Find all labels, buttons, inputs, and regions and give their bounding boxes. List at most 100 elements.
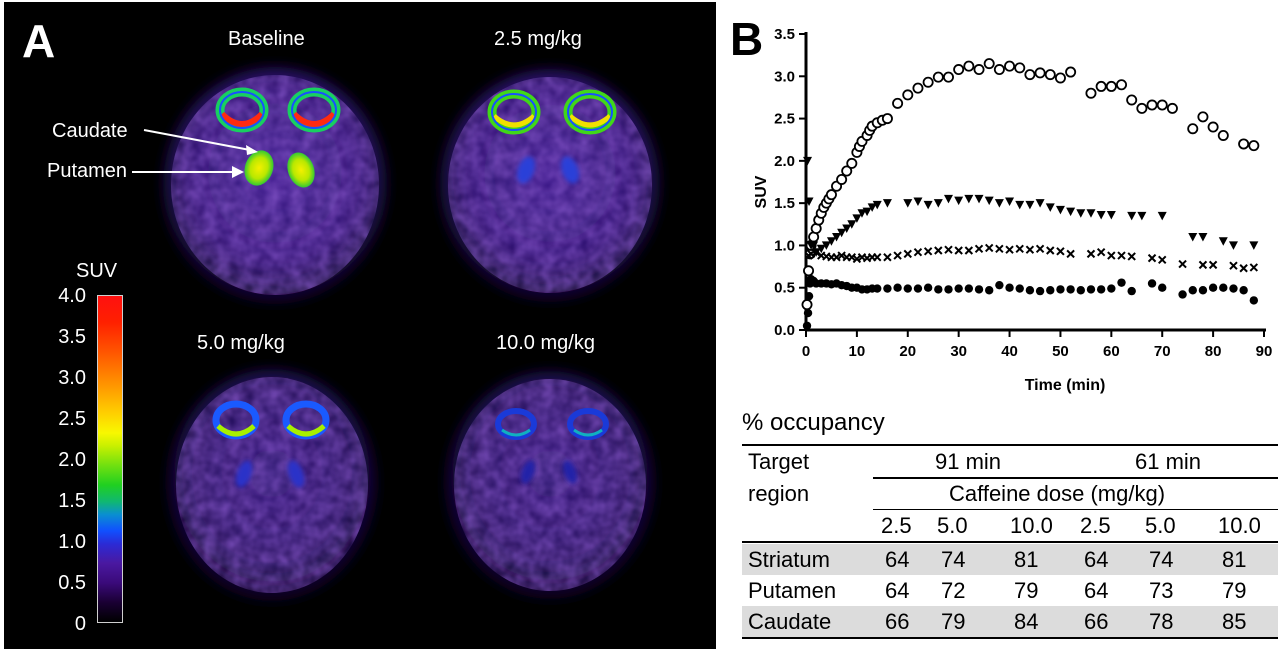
- data-point-triangle: [842, 224, 852, 234]
- dose-value-cell: 2.5: [881, 513, 912, 538]
- data-point-open-circle: [1207, 121, 1219, 133]
- x-tick-label: 70: [1154, 343, 1171, 360]
- table-value-cell: 81: [1222, 547, 1247, 572]
- table-value-cell: 64: [885, 578, 910, 603]
- data-point-cross: [883, 253, 892, 262]
- data-point-filled-circle: [1188, 286, 1197, 295]
- data-point-open-circle: [801, 299, 813, 311]
- y-tick-label: 0.5: [774, 280, 795, 297]
- data-point-cross: [1249, 263, 1259, 272]
- dose-value-cell: 5.0: [937, 513, 968, 538]
- data-point-open-circle: [841, 165, 853, 177]
- data-point-cross: [923, 247, 933, 256]
- dose-value-cell: 5.0: [1145, 513, 1176, 538]
- data-point-triangle: [847, 220, 857, 229]
- colorbar-tick: 1.5: [58, 490, 86, 512]
- data-point-open-circle: [1095, 80, 1107, 92]
- x-tick-label: 30: [950, 343, 967, 360]
- data-point-filled-circle: [1219, 283, 1228, 292]
- table-row-region: Caudate: [748, 609, 832, 634]
- data-point-triangle: [816, 244, 826, 254]
- data-point-filled-circle: [1066, 285, 1075, 294]
- data-point-open-circle: [1146, 99, 1158, 111]
- data-point-triangle: [837, 228, 847, 238]
- y-tick-label: 1.0: [774, 237, 795, 254]
- data-point-open-circle: [892, 97, 904, 109]
- data-point-filled-circle: [1035, 286, 1045, 296]
- data-point-filled-circle: [964, 284, 974, 293]
- data-point-filled-circle: [1208, 283, 1218, 292]
- table-row-region: Striatum: [748, 547, 830, 572]
- dose-value-cell: 2.5: [1080, 513, 1111, 538]
- data-point-triangle: [994, 199, 1004, 208]
- data-point-triangle: [1228, 241, 1238, 250]
- data-point-filled-circle: [1025, 286, 1035, 295]
- data-point-triangle: [1096, 210, 1106, 220]
- data-point-filled-circle: [1127, 286, 1136, 296]
- data-point-triangle: [1015, 200, 1025, 210]
- panel-letter-b: B: [730, 13, 764, 65]
- data-point-triangle: [1066, 207, 1076, 217]
- data-point-open-circle: [836, 173, 848, 185]
- data-point-triangle: [857, 209, 867, 218]
- y-tick-label: 0.0: [774, 322, 795, 339]
- data-point-triangle: [852, 214, 862, 223]
- data-point-open-circle: [1187, 123, 1199, 135]
- table-value-cell: 66: [885, 609, 910, 634]
- data-point-open-circle: [1166, 102, 1178, 114]
- data-point-open-circle: [1126, 94, 1138, 106]
- data-point-cross: [974, 244, 984, 254]
- data-point-cross: [934, 246, 943, 255]
- table-row-region: Putamen: [748, 578, 837, 603]
- data-point-open-circle: [1238, 138, 1250, 150]
- colorbar-tick: 0: [74, 613, 86, 635]
- row-header-line-1: Target: [748, 449, 810, 474]
- table-value-cell: 81: [1014, 547, 1039, 572]
- data-point-filled-circle: [1107, 284, 1116, 293]
- data-point-triangle: [954, 196, 964, 206]
- brain-image-5-0: [168, 369, 376, 601]
- data-point-cross: [873, 253, 882, 262]
- data-point-open-circle: [1004, 60, 1016, 72]
- data-point-filled-circle: [873, 284, 882, 293]
- data-point-open-circle: [1054, 72, 1066, 84]
- data-point-cross: [1025, 245, 1035, 254]
- data-point-triangle: [984, 196, 994, 206]
- caudate-arrow: [143, 129, 258, 155]
- x-tick-label: 10: [849, 343, 866, 360]
- data-point-triangle: [933, 199, 943, 208]
- data-point-cross: [984, 243, 994, 253]
- data-point-filled-circle: [1056, 285, 1065, 294]
- occupancy-table-title: % occupancy: [742, 409, 885, 436]
- data-point-filled-circle: [954, 284, 963, 293]
- data-point-open-circle: [902, 89, 914, 101]
- data-point-filled-circle: [1096, 285, 1106, 294]
- x-axis-label: Time (min): [1025, 377, 1106, 394]
- putamen-label: Putamen: [47, 160, 128, 182]
- data-point-cross: [1147, 253, 1157, 263]
- data-point-cross: [1107, 251, 1116, 260]
- table-value-cell: 79: [1014, 578, 1039, 603]
- y-tick-label: 3.0: [774, 68, 795, 85]
- table-value-cell: 72: [941, 578, 966, 603]
- table-rule-dose: [873, 477, 1278, 479]
- data-point-filled-circle: [913, 284, 923, 293]
- data-point-triangle: [1249, 241, 1259, 250]
- data-point-cross: [1086, 249, 1096, 259]
- data-point-filled-circle: [944, 285, 953, 294]
- x-tick-label: 50: [1052, 343, 1069, 360]
- data-point-triangle: [903, 199, 913, 208]
- data-point-triangle: [964, 194, 974, 204]
- x-tick-label: 90: [1256, 343, 1273, 360]
- data-point-open-circle: [1034, 67, 1046, 79]
- x-tick-label: 60: [1103, 343, 1120, 360]
- data-point-cross: [811, 247, 821, 257]
- table-row-shading: [742, 544, 1278, 575]
- data-point-cross: [1158, 255, 1167, 265]
- data-point-filled-circle: [883, 284, 892, 293]
- brain-image-baseline: [163, 67, 387, 303]
- data-point-cross: [1015, 244, 1024, 254]
- data-point-filled-circle: [1005, 283, 1014, 292]
- data-point-triangle: [872, 200, 882, 210]
- table-value-cell: 85: [1222, 609, 1247, 634]
